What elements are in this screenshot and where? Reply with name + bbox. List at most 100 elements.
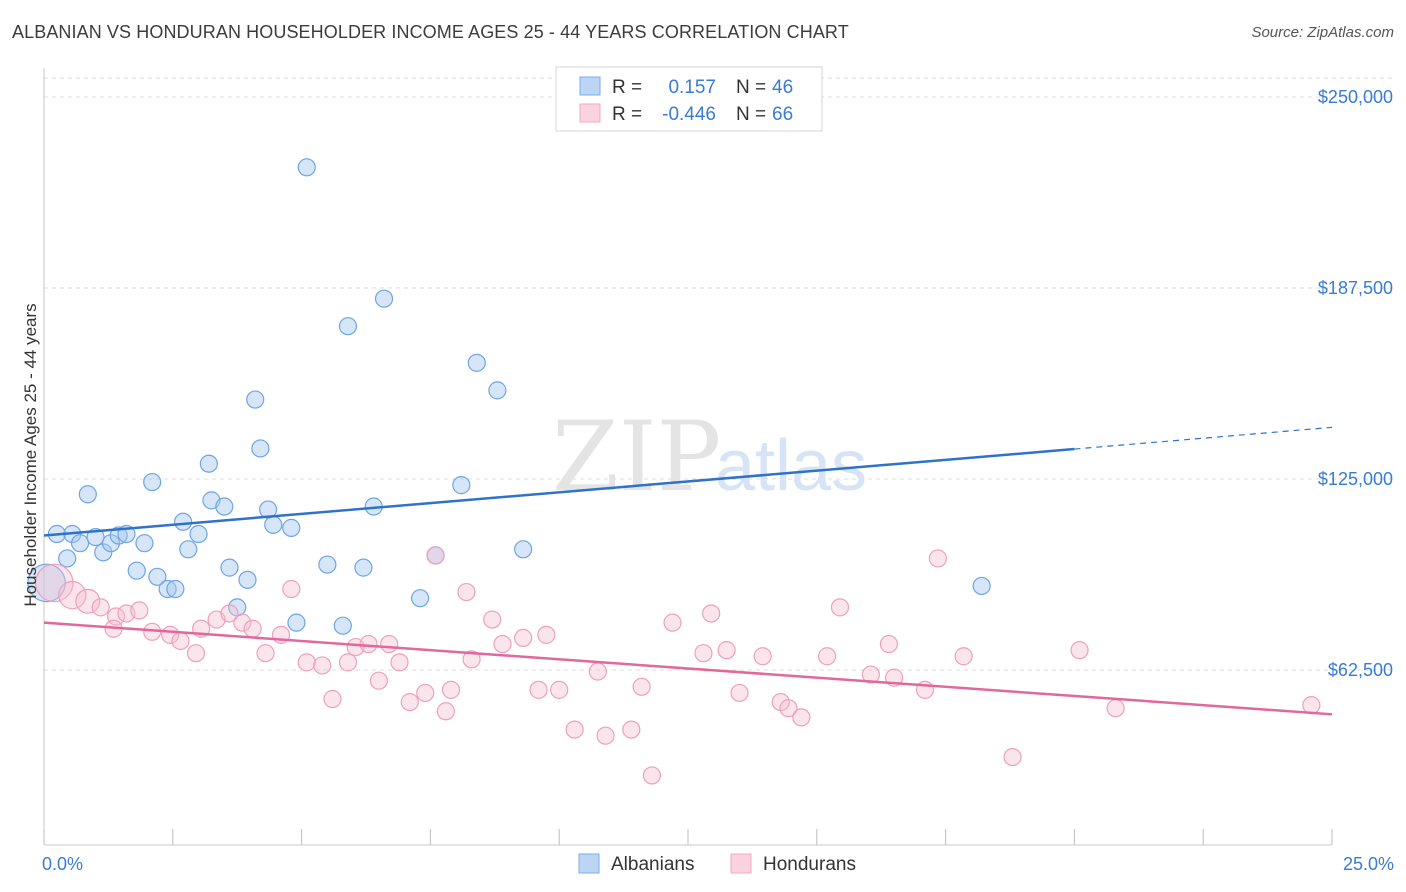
honduran-point-41 <box>550 680 569 699</box>
albanian-point-31 <box>287 613 306 632</box>
honduran-point-65 <box>1003 747 1022 767</box>
albanian-point-38 <box>374 289 394 308</box>
albanian-point-2 <box>58 549 77 568</box>
albanian-point-4 <box>70 534 90 553</box>
trend-lines <box>43 426 1333 716</box>
albanians-trend-extension <box>1074 426 1333 450</box>
albanian-point-16 <box>166 579 185 599</box>
albanian-point-30 <box>282 518 301 537</box>
legend-n-value-hondurans: 66 <box>772 104 793 125</box>
legend-bottom-swatch-albanians <box>578 853 600 874</box>
honduran-point-64 <box>954 647 973 666</box>
y-tick-labels: $62,500 $125,000 $187,500 $250,000 <box>1318 87 1393 680</box>
honduran-point-37 <box>493 634 512 654</box>
honduran-point-29 <box>400 692 419 712</box>
honduran-point-26 <box>369 671 388 690</box>
honduran-point-45 <box>622 720 641 739</box>
albanian-point-5 <box>78 485 97 504</box>
legend-bottom-label-hondurans: Hondurans <box>763 854 856 875</box>
albanian-point-45 <box>972 576 991 596</box>
honduran-point-38 <box>514 628 533 648</box>
honduran-point-15 <box>233 613 252 632</box>
albanian-point-9 <box>109 526 128 545</box>
albanian-point-39 <box>410 589 430 608</box>
y-axis-label: Householder Income Ages 25 - 44 years <box>21 303 40 606</box>
albanian-point-27 <box>251 439 270 458</box>
honduran-point-52 <box>730 683 749 703</box>
honduran-point-39 <box>529 680 548 699</box>
honduran-point-51 <box>717 641 736 660</box>
honduran-point-1 <box>58 580 87 610</box>
albanian-point-12 <box>135 534 154 553</box>
albanian-point-11 <box>127 561 146 580</box>
legend-swatch-hondurans <box>579 103 601 123</box>
honduran-point-63 <box>928 549 947 568</box>
honduran-point-59 <box>861 665 880 684</box>
legend-n-value-albanians: 46 <box>772 77 793 98</box>
honduran-point-49 <box>694 644 713 663</box>
albanian-point-13 <box>143 472 162 492</box>
legend-r-label-albanians: R = <box>612 77 642 98</box>
albanian-point-33 <box>318 555 337 574</box>
legend-r-label-hondurans: R = <box>612 104 642 125</box>
albanians-trend-line <box>43 447 1075 537</box>
hondurans-trend-line <box>43 621 1333 716</box>
x-ticks <box>43 829 1333 845</box>
y-tick-label-0: $62,500 <box>1328 660 1393 680</box>
honduran-point-60 <box>879 634 899 654</box>
honduran-point-14 <box>220 604 239 623</box>
legend-n-label-albanians: N = <box>736 77 766 98</box>
honduran-point-48 <box>663 613 682 632</box>
legend-bottom: Albanians Hondurans <box>578 853 856 875</box>
honduran-point-36 <box>483 610 502 629</box>
chart-title: ALBANIAN VS HONDURAN HOUSEHOLDER INCOME … <box>12 22 849 42</box>
watermark: ZIP atlas <box>552 401 867 513</box>
honduran-point-10 <box>171 631 190 651</box>
honduran-point-67 <box>1106 699 1125 718</box>
honduran-point-33 <box>441 680 461 699</box>
y-tick-label-2: $187,500 <box>1318 278 1393 298</box>
honduran-point-32 <box>436 702 455 721</box>
albanian-point-43 <box>488 381 507 400</box>
x-tick-label-max: 25.0% <box>1343 854 1394 874</box>
honduran-point-3 <box>91 598 110 617</box>
albanian-point-7 <box>94 543 113 562</box>
watermark-zip: ZIP <box>552 401 721 513</box>
honduran-point-7 <box>130 601 149 620</box>
honduran-point-19 <box>282 579 301 599</box>
albanian-point-14 <box>148 567 167 586</box>
albanian-point-41 <box>452 476 471 495</box>
albanian-point-19 <box>189 524 208 544</box>
honduran-point-28 <box>390 653 409 672</box>
honduran-point-68 <box>1302 696 1321 715</box>
chart-source: Source: ZipAtlas.com <box>1251 24 1394 41</box>
honduran-point-2 <box>75 588 101 614</box>
honduran-point-50 <box>702 604 721 623</box>
legend-bottom-label-albanians: Albanians <box>611 854 694 875</box>
albanian-point-22 <box>215 497 234 516</box>
legend-top: R = 0.157 N = 46 R = -0.446 N = 66 <box>555 66 823 132</box>
x-tick-label-min: 0.0% <box>42 854 83 874</box>
albanian-point-44 <box>514 540 533 559</box>
albanian-point-23 <box>220 558 239 577</box>
honduran-point-66 <box>1070 641 1089 660</box>
honduran-point-34 <box>457 582 476 602</box>
albanian-point-32 <box>297 158 316 177</box>
honduran-point-31 <box>426 546 445 565</box>
honduran-point-20 <box>297 653 316 672</box>
albanian-point-34 <box>333 616 352 635</box>
honduran-point-46 <box>632 677 651 696</box>
honduran-point-35 <box>462 650 481 669</box>
honduran-point-27 <box>380 634 399 654</box>
legend-bottom-swatch-hondurans <box>730 853 752 874</box>
honduran-point-0 <box>35 563 74 603</box>
honduran-point-11 <box>186 644 206 663</box>
honduran-point-56 <box>792 708 811 727</box>
honduran-point-22 <box>323 689 342 709</box>
series-hondurans <box>35 546 1321 785</box>
series-albanians <box>27 158 991 635</box>
albanian-point-29 <box>264 515 283 534</box>
albanian-point-18 <box>179 540 198 559</box>
honduran-point-43 <box>588 662 607 681</box>
honduran-point-30 <box>416 683 435 703</box>
